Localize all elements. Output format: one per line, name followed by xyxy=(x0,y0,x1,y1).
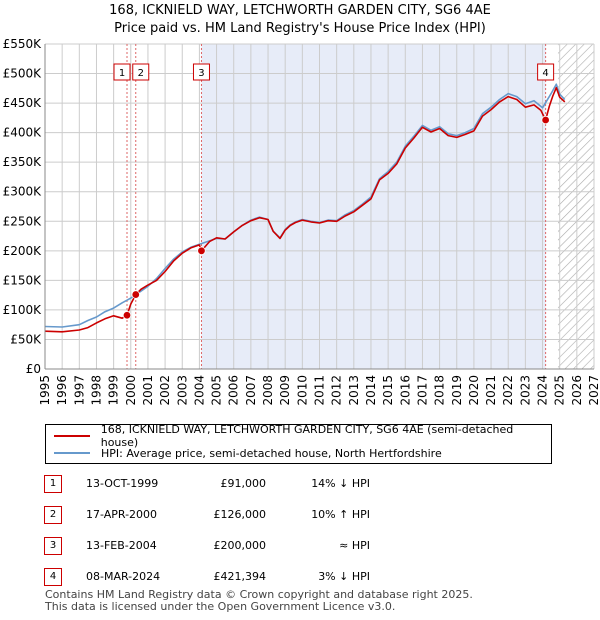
legend-label-hpi: HPI: Average price, semi-detached house,… xyxy=(101,446,442,460)
x-tick-label: 2008 xyxy=(261,375,275,406)
transaction-price: £200,000 xyxy=(213,539,267,552)
transaction-price: £91,000 xyxy=(220,477,267,490)
sale-point xyxy=(122,311,132,320)
y-tick-label: £100K xyxy=(3,303,43,317)
sale-label-number: 1 xyxy=(119,68,125,79)
x-tick-label: 2001 xyxy=(141,375,155,406)
legend-item-hpi: HPI: Average price, semi-detached house,… xyxy=(54,445,442,461)
sale-label-box xyxy=(132,63,150,81)
transaction-number-badge: 4 xyxy=(44,568,62,586)
table-row: 2 17-APR-2000 £126,000 10% ↑ HPI xyxy=(44,504,564,526)
legend-swatch-property xyxy=(54,435,90,437)
transaction-price: £421,394 xyxy=(213,570,267,583)
transaction-date: 08-MAR-2024 xyxy=(86,570,161,583)
x-tick-label: 2025 xyxy=(553,375,567,406)
x-tick-label: 2003 xyxy=(175,375,189,406)
x-tick-label: 2010 xyxy=(295,375,309,406)
highlight-region xyxy=(201,44,546,369)
x-tick-label: 2011 xyxy=(313,375,327,406)
x-tick-label: 1997 xyxy=(72,375,86,406)
table-row: 4 08-MAR-2024 £421,394 3% ↓ HPI xyxy=(44,566,564,588)
x-tick-label: 2002 xyxy=(158,375,172,406)
x-tick-label: 2018 xyxy=(433,375,447,406)
sale-point xyxy=(197,246,206,256)
transaction-number-badge: 3 xyxy=(44,537,62,555)
x-tick-label: 2005 xyxy=(210,375,224,406)
x-tick-label: 2000 xyxy=(124,375,138,406)
transaction-hpi-comparison: 10% ↑ HPI xyxy=(311,508,370,521)
y-tick-label: £50K xyxy=(10,332,42,346)
y-tick-label: £0 xyxy=(26,362,41,376)
price-chart: 1 2 3 4 £0 £50K £100K £150K £200K £250K £300K £350… xyxy=(3,37,600,406)
sale-label-box xyxy=(537,63,555,81)
x-tick-label: 2017 xyxy=(415,375,429,406)
transaction-date: 13-FEB-2004 xyxy=(86,539,157,552)
x-tick-label: 2022 xyxy=(501,375,515,406)
legend-label-property: 168, ICKNIELD WAY, LETCHWORTH GARDEN CIT… xyxy=(100,423,514,449)
x-tick-label: 2013 xyxy=(347,375,361,406)
y-tick-label: £400K xyxy=(3,126,43,140)
chart-title-address: 168, ICKNIELD WAY, LETCHWORTH GARDEN CIT… xyxy=(109,3,491,18)
x-tick-label: 2027 xyxy=(587,375,600,406)
x-tick-label: 2021 xyxy=(484,375,498,406)
transaction-number-badge: 1 xyxy=(44,475,62,493)
y-tick-label: £150K xyxy=(3,273,43,287)
transaction-hpi-comparison: 3% ↓ HPI xyxy=(318,570,370,583)
footer-attribution: Contains HM Land Registry data © Crown c… xyxy=(45,589,473,613)
transaction-hpi-comparison: ≈ HPI xyxy=(339,539,370,552)
sale-label-number: 4 xyxy=(542,68,548,79)
x-tick-label: 1999 xyxy=(107,375,121,406)
sale-point xyxy=(541,115,550,125)
transaction-number-badge: 2 xyxy=(44,506,62,524)
x-tick-label: 2009 xyxy=(278,375,292,406)
x-tick-label: 2023 xyxy=(518,375,532,406)
x-tick-label: 2014 xyxy=(364,375,378,406)
sale-label-number: 2 xyxy=(138,68,144,79)
y-tick-label: £500K xyxy=(3,67,43,81)
x-tick-label: 2006 xyxy=(227,375,241,406)
footer-copyright: Contains HM Land Registry data © Crown c… xyxy=(45,588,473,601)
y-tick-label: £450K xyxy=(3,96,43,110)
x-tick-label: 2015 xyxy=(381,375,395,406)
y-tick-label: £300K xyxy=(3,185,43,199)
property-price-line xyxy=(44,86,566,333)
x-tick-label: 2007 xyxy=(244,375,258,406)
table-row: 3 13-FEB-2004 £200,000 ≈ HPI xyxy=(44,535,564,557)
sale-point xyxy=(131,290,140,299)
chart-title-subtitle: Price paid vs. HM Land Registry's House … xyxy=(114,21,486,36)
x-tick-label: 2004 xyxy=(192,375,206,406)
sale-label-box xyxy=(113,63,131,81)
x-tick-label: 2020 xyxy=(467,375,481,406)
x-tick-label: 2019 xyxy=(450,375,464,406)
x-tick-label: 1998 xyxy=(89,375,103,406)
sale-label-box xyxy=(192,63,210,81)
x-tick-label: 1995 xyxy=(38,375,52,406)
table-row: 1 13-OCT-1999 £91,000 14% ↓ HPI xyxy=(44,473,564,495)
legend-item-property: 168, ICKNIELD WAY, LETCHWORTH GARDEN CIT… xyxy=(54,423,551,449)
sale-label-number: 3 xyxy=(198,68,204,79)
y-tick-label: £250K xyxy=(3,214,43,228)
future-hatch-region xyxy=(557,44,594,369)
transaction-hpi-comparison: 14% ↓ HPI xyxy=(311,477,370,490)
x-tick-label: 2016 xyxy=(398,375,412,406)
transaction-price: £126,000 xyxy=(213,508,267,521)
y-tick-label: £350K xyxy=(3,155,43,169)
legend-swatch-hpi xyxy=(54,452,90,454)
x-tick-label: 2026 xyxy=(570,375,584,406)
y-tick-label: £550K xyxy=(3,37,43,51)
x-tick-label: 2024 xyxy=(536,375,550,406)
chart-legend: 168, ICKNIELD WAY, LETCHWORTH GARDEN CIT… xyxy=(45,423,552,464)
footer-licence: This data is licensed under the Open Gov… xyxy=(45,600,396,613)
x-tick-label: 2012 xyxy=(330,375,344,406)
transaction-date: 17-APR-2000 xyxy=(86,508,158,521)
transaction-date: 13-OCT-1999 xyxy=(86,477,159,490)
y-tick-label: £200K xyxy=(3,244,43,258)
x-tick-label: 1996 xyxy=(55,375,69,406)
